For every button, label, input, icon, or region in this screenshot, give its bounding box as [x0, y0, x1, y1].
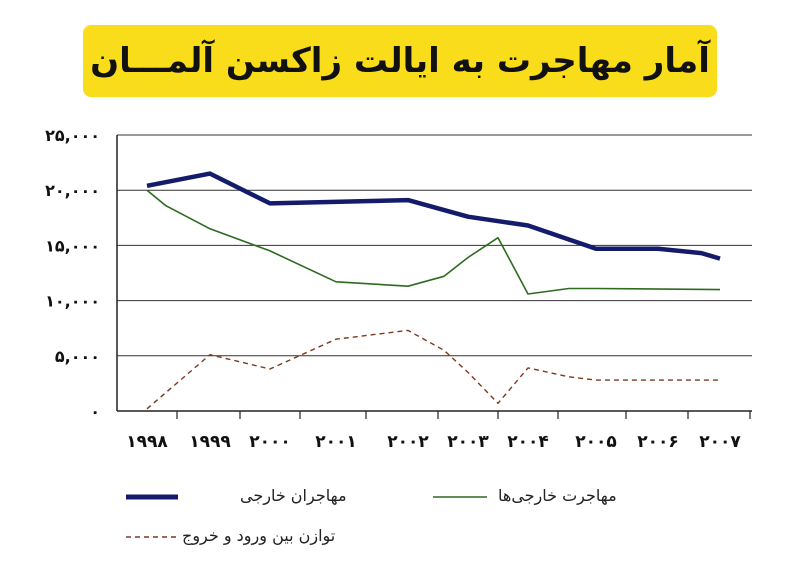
legend-label: مهاجرت خارجی‌ها: [498, 486, 617, 505]
series-line-foreign-immigrants: [146, 171, 721, 261]
y-tick-label: ۱۵,۰۰۰: [45, 236, 100, 255]
legend-item-foreigners-emigration: مهاجرت خارجی‌ها: [498, 486, 617, 505]
grid-lines: [117, 134, 752, 357]
series-lines: [146, 171, 721, 410]
legend-swatch-thick: [126, 494, 178, 500]
x-tick-label: ۲۰۰۶: [637, 432, 679, 452]
x-tick-label: ۲۰۰۵: [575, 432, 617, 452]
x-tick-label: ۲۰۰۲: [387, 432, 429, 452]
legend-label: مهاجران خارجی: [240, 486, 347, 505]
legend-swatch-dashed: [126, 536, 178, 538]
x-tick-labels: ۱۹۹۸ ۱۹۹۹ ۲۰۰۰ ۲۰۰۱ ۲۰۰۲ ۲۰۰۳ ۲۰۰۴ ۲۰۰۵ ۲۰۰۶ ۲۰۰۷: [126, 432, 741, 452]
legend-item-foreign-immigrants: مهاجران خارجی: [240, 486, 347, 505]
chart-title: آمار مهاجرت به ایالت زاکسن آلمـــان: [90, 41, 710, 81]
y-tick-label: ۰: [90, 402, 100, 421]
x-tick-label: ۲۰۰۱: [315, 432, 357, 452]
y-tick-label: ۲۵,۰۰۰: [45, 126, 100, 145]
y-tick-label: ۵,۰۰۰: [55, 347, 100, 366]
x-tick-label: ۲۰۰۰: [249, 432, 291, 452]
x-tick-label: ۱۹۹۸: [126, 432, 168, 452]
x-tick-label: ۲۰۰۳: [447, 432, 489, 452]
legend-swatch-thin: [433, 496, 487, 498]
y-tick-label: ۱۰,۰۰۰: [45, 292, 100, 311]
axes: [116, 135, 752, 419]
legend-item-balance: توازن بین ورود و خروج: [182, 526, 335, 545]
series-line-foreigners-emigration: [146, 189, 721, 295]
series-line-balance: [146, 329, 720, 410]
x-tick-label: ۱۹۹۹: [189, 432, 231, 452]
x-tick-label: ۲۰۰۷: [699, 432, 741, 452]
y-tick-label: ۲۰,۰۰۰: [45, 181, 100, 200]
x-tick-label: ۲۰۰۴: [507, 432, 549, 452]
legend-label: توازن بین ورود و خروج: [182, 526, 336, 545]
y-tick-labels: ۰ ۵,۰۰۰ ۱۰,۰۰۰ ۱۵,۰۰۰ ۲۰,۰۰۰ ۲۵,۰۰۰: [45, 126, 100, 421]
chart-title-banner: آمار مهاجرت به ایالت زاکسن آلمـــان: [83, 25, 717, 97]
